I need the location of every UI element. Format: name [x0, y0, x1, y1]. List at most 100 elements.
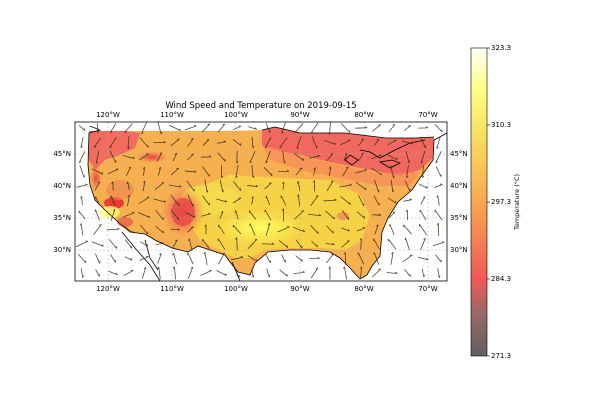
wind-arrow — [142, 180, 146, 192]
wind-arrow — [247, 238, 258, 249]
wind-arrow — [278, 240, 289, 248]
wind-arrow — [124, 123, 133, 133]
wind-arrow — [123, 269, 134, 276]
lon-tick-label: 70°W — [418, 111, 437, 119]
wind-arrow — [249, 223, 256, 236]
wind-arrow — [106, 227, 120, 231]
wind-arrow — [405, 150, 411, 164]
wind-arrow — [141, 266, 147, 279]
wind-arrow — [386, 271, 398, 274]
colorbar: 323.3 310.3 297.3 284.3 271.3 Temperatur… — [470, 44, 521, 360]
lat-tick-label: 40°N — [450, 182, 468, 190]
colorbar-gradient — [470, 47, 488, 357]
lat-tick-label: 40°N — [53, 182, 71, 190]
wind-vectors — [75, 122, 445, 280]
wind-arrow — [125, 166, 132, 177]
wind-arrow — [265, 150, 271, 164]
wind-arrow — [80, 137, 84, 149]
wind-arrow — [251, 268, 255, 278]
wind-arrow — [359, 266, 363, 280]
wind-arrow — [124, 256, 133, 261]
wind-arrow — [157, 166, 162, 176]
wind-arrow — [263, 166, 273, 177]
wind-arrow — [295, 167, 303, 176]
lat-tick-label: 35°N — [53, 214, 71, 222]
wind-arrow — [406, 165, 409, 179]
wind-arrow — [280, 195, 287, 206]
wind-arrow — [217, 123, 226, 133]
wind-arrow — [404, 237, 410, 251]
wind-arrow — [293, 226, 306, 233]
wind-arrow — [172, 152, 178, 162]
wind-arrow — [434, 209, 443, 221]
wind-arrow — [355, 168, 367, 174]
wind-arrow — [296, 136, 302, 149]
wind-arrow — [279, 269, 288, 277]
wind-arrow — [94, 181, 101, 191]
wind-arrow — [387, 139, 397, 146]
graticule — [75, 122, 447, 281]
wind-arrow — [309, 154, 320, 159]
wind-arrow — [203, 251, 208, 265]
wind-arrow — [155, 209, 164, 221]
wind-arrow — [309, 256, 320, 260]
wind-arrow — [405, 209, 409, 221]
wind-arrow — [311, 136, 318, 149]
wind-arrow — [310, 195, 319, 206]
wind-arrow — [138, 153, 150, 161]
wind-arrow — [293, 153, 305, 161]
lat-tick-label: 30°N — [53, 246, 71, 254]
wind-arrow — [236, 150, 239, 164]
wind-arrow — [219, 210, 224, 219]
wind-arrow — [419, 223, 427, 236]
wind-arrow — [434, 183, 443, 188]
map-plot-area — [75, 122, 447, 281]
wind-arrow — [141, 122, 147, 135]
wind-arrow — [109, 123, 117, 133]
wind-arrow — [341, 210, 350, 220]
wind-arrow — [139, 255, 149, 261]
wind-arrow — [77, 253, 87, 264]
wind-arrow — [435, 254, 442, 263]
wind-arrow — [79, 223, 84, 236]
wind-arrow — [94, 253, 101, 264]
wind-arrow — [201, 123, 211, 133]
wind-arrow — [386, 153, 398, 161]
wind-arrow — [308, 213, 322, 217]
wind-arrow — [436, 195, 440, 206]
wind-arrow — [251, 165, 255, 178]
wind-arrow — [436, 222, 440, 236]
wind-arrow — [282, 208, 284, 222]
wind-arrow — [293, 210, 305, 220]
wind-arrow — [249, 150, 256, 164]
wind-arrow — [217, 238, 226, 250]
wind-arrow — [294, 123, 304, 134]
wind-arrow — [247, 184, 259, 188]
wind-arrow — [110, 195, 116, 206]
lon-tick-label: 100°W — [224, 111, 248, 119]
wind-arrow — [420, 150, 426, 164]
wind-arrow — [235, 165, 239, 179]
wind-arrow — [340, 196, 351, 205]
wind-arrow — [339, 183, 352, 188]
plot-frame — [74, 121, 448, 282]
wind-arrow — [157, 253, 162, 264]
wind-arrow — [93, 137, 102, 148]
wind-arrow — [357, 138, 365, 147]
colorbar-tick-label: 297.3 — [491, 198, 511, 206]
wind-arrow — [187, 226, 194, 233]
wind-arrow — [79, 165, 85, 178]
wind-arrow — [247, 255, 258, 262]
wind-arrow — [265, 123, 271, 133]
wind-arrow — [125, 239, 133, 249]
wind-arrow — [187, 194, 194, 207]
wind-arrow — [420, 196, 426, 205]
lon-tick-label: 80°W — [354, 285, 373, 293]
wind-arrow — [76, 183, 88, 188]
wind-arrow — [264, 182, 272, 190]
wind-arrow — [139, 137, 149, 148]
wind-arrow — [95, 150, 100, 164]
wind-arrow — [78, 151, 86, 163]
wind-arrow — [325, 242, 335, 246]
wind-arrow — [310, 225, 319, 234]
